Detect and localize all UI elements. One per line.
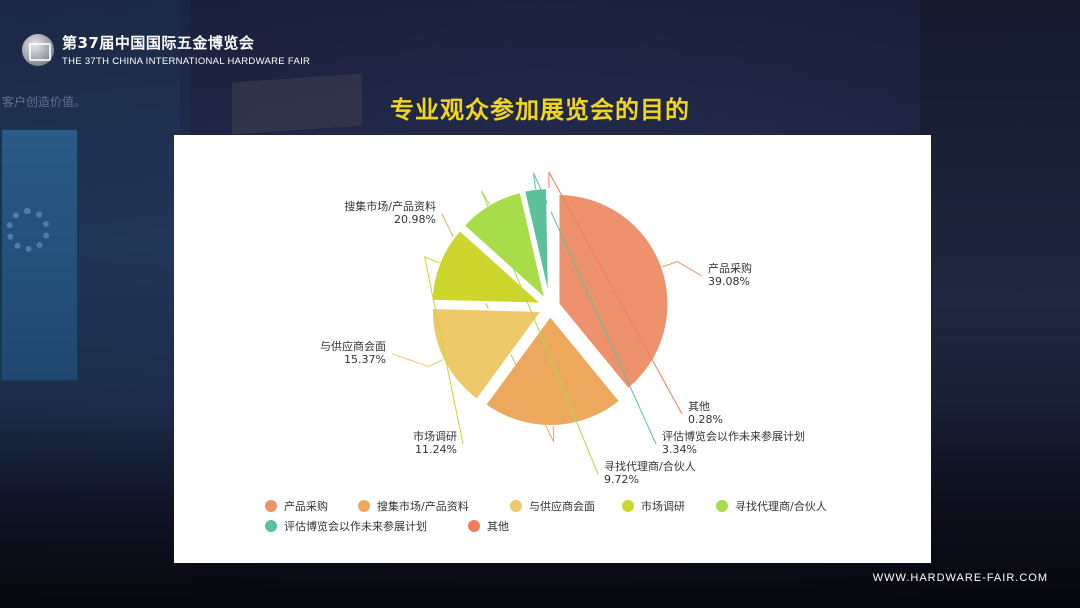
legend-label: 与供应商会面 <box>529 499 595 513</box>
pie-chart: 产品采购39.08%搜集市场/产品资料20.98%与供应商会面15.37%市场调… <box>265 171 827 533</box>
legend-marker <box>358 500 370 512</box>
pie-slice <box>430 228 545 305</box>
fair-logo: 第37届中国国际五金博览会 THE 37TH CHINA INTERNATION… <box>22 32 310 67</box>
pie-slice <box>430 307 544 402</box>
fair-name-cn: 第37届中国国际五金博览会 <box>62 34 255 52</box>
slice-label: 搜集市场/产品资料 <box>344 199 436 213</box>
leader-line <box>391 353 444 368</box>
slice-value-label: 15.37% <box>344 353 386 366</box>
website-url: WWW.HARDWARE-FAIR.COM <box>872 572 1048 584</box>
legend-label: 其他 <box>487 520 509 533</box>
gear-icon <box>6 208 50 252</box>
slice-value-label: 0.28% <box>688 413 723 426</box>
leader-line <box>548 171 683 415</box>
slice-value-label: 9.72% <box>604 473 639 486</box>
background-screen <box>0 128 79 382</box>
legend-marker <box>265 520 277 532</box>
legend-marker <box>510 500 522 512</box>
leader-line <box>533 172 657 445</box>
legend-label: 市场调研 <box>641 499 685 513</box>
slice-label: 市场调研 <box>413 429 457 443</box>
slice-value-label: 3.34% <box>662 443 697 456</box>
leader-line <box>661 261 703 277</box>
pie-slice <box>483 314 622 427</box>
globe-logo-icon <box>22 33 54 66</box>
leader-line <box>423 256 464 445</box>
legend-marker <box>716 500 728 512</box>
chart-card: 产品采购 39.08% 搜集市场/产品资料 20.98% 与供应商会面 15.37% 市场调… <box>174 135 931 563</box>
slice-label: 与供应商会面 <box>320 339 386 353</box>
legend-label: 寻找代理商/合伙人 <box>735 499 827 513</box>
slice-value-label: 11.24% <box>415 443 457 456</box>
slice-value-label: 39.08% <box>708 275 750 288</box>
slide-title: 专业观众参加展览会的目的 <box>390 96 690 124</box>
legend-label: 产品采购 <box>284 499 328 513</box>
fair-name-en: THE 37TH CHINA INTERNATIONAL HARDWARE FA… <box>62 56 311 67</box>
background-slogan: 客户创造价值。 <box>2 95 87 109</box>
slice-label: 产品采购 <box>708 261 752 275</box>
legend-marker <box>622 500 634 512</box>
slice-label: 其他 <box>688 400 710 413</box>
legend-marker <box>468 520 480 532</box>
slice-value-label: 20.98% <box>394 213 436 226</box>
leader-line <box>480 190 599 475</box>
legend-label: 评估博览会以作未来参展计划 <box>284 519 427 533</box>
legend-marker <box>265 500 277 512</box>
slice-label: 寻找代理商/合伙人 <box>604 459 696 473</box>
legend-label: 搜集市场/产品资料 <box>377 499 469 513</box>
fair-logo-text: 第37届中国国际五金博览会 THE 37TH CHINA INTERNATION… <box>62 32 310 67</box>
slice-label: 评估博览会以作未来参展计划 <box>662 429 805 443</box>
